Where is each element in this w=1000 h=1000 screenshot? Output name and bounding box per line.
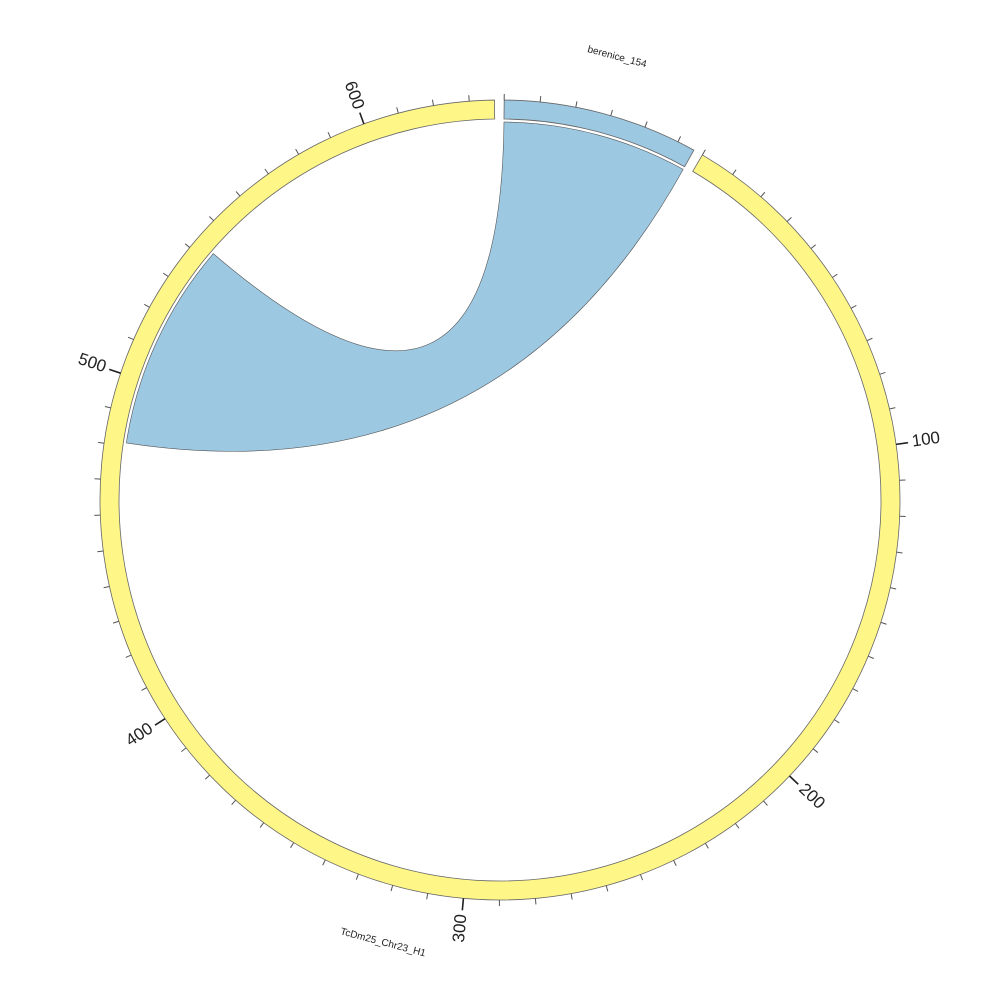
minor-tick: [889, 407, 896, 410]
minor-tick: [204, 774, 210, 780]
minor-tick: [880, 621, 887, 625]
minor-tick: [786, 216, 792, 222]
tick-label: 600: [341, 79, 369, 112]
minor-tick: [732, 169, 737, 175]
minor-tick: [832, 273, 838, 278]
minor-tick: [704, 843, 709, 849]
tick-label: 400: [122, 719, 156, 750]
minor-tick: [390, 885, 394, 892]
minor-tick: [181, 747, 187, 753]
minor-tick: [97, 550, 104, 553]
minor-tick: [890, 587, 897, 590]
minor-tick: [850, 304, 857, 309]
minor-tick: [431, 99, 434, 106]
major-tick: [461, 898, 465, 911]
tick-label: 300: [449, 913, 471, 943]
minor-tick: [575, 101, 578, 108]
tick-label: 200: [795, 779, 829, 812]
minor-tick: [235, 191, 241, 197]
minor-tick: [127, 336, 134, 341]
minor-tick: [231, 799, 236, 805]
minor-tick: [852, 688, 859, 692]
major-tick: [108, 368, 121, 374]
tick-label: 500: [76, 349, 109, 376]
minor-tick: [734, 823, 740, 829]
minor-tick: [163, 272, 169, 277]
ideogram: [503, 99, 695, 168]
minor-tick: [644, 121, 648, 128]
minor-tick: [610, 109, 613, 116]
minor-tick: [810, 244, 817, 249]
minor-tick: [264, 168, 269, 175]
tick-label: 100: [910, 428, 941, 451]
minor-tick: [677, 136, 682, 142]
minor-tick: [673, 860, 677, 866]
minor-tick: [295, 148, 300, 155]
minor-tick: [426, 893, 429, 900]
minor-tick: [125, 654, 132, 658]
minor-tick: [534, 898, 537, 905]
minor-tick: [103, 586, 110, 589]
minor-tick: [112, 620, 119, 624]
minor-tick: [605, 885, 609, 892]
link: [125, 121, 684, 452]
minor-tick: [896, 551, 903, 554]
minor-tick: [327, 132, 332, 138]
segment-label: berenice_154: [586, 44, 648, 70]
minor-tick: [355, 873, 359, 880]
major-tick: [788, 775, 799, 785]
minor-tick: [144, 303, 150, 308]
major-tick: [359, 112, 365, 125]
minor-tick: [209, 216, 215, 222]
minor-tick: [760, 191, 766, 198]
minor-tick: [98, 441, 105, 444]
minor-tick: [866, 337, 873, 342]
ideogram: [99, 99, 901, 901]
minor-tick: [879, 371, 886, 375]
minor-tick: [396, 107, 399, 114]
minor-tick: [539, 96, 542, 103]
minor-tick: [868, 655, 874, 659]
minor-tick: [834, 719, 840, 724]
minor-tick: [640, 874, 644, 881]
minor-tick: [812, 748, 819, 753]
minor-tick: [322, 859, 326, 866]
minor-tick: [701, 149, 706, 156]
minor-tick: [763, 800, 768, 806]
major-tick: [154, 717, 166, 726]
minor-tick: [290, 842, 295, 849]
segment-label: TcDm25_Chr23_H1: [339, 926, 427, 959]
minor-tick: [141, 687, 147, 691]
minor-tick: [184, 243, 191, 248]
minor-tick: [104, 405, 111, 409]
minor-tick: [570, 893, 573, 900]
major-tick: [896, 441, 909, 446]
minor-tick: [259, 822, 265, 828]
